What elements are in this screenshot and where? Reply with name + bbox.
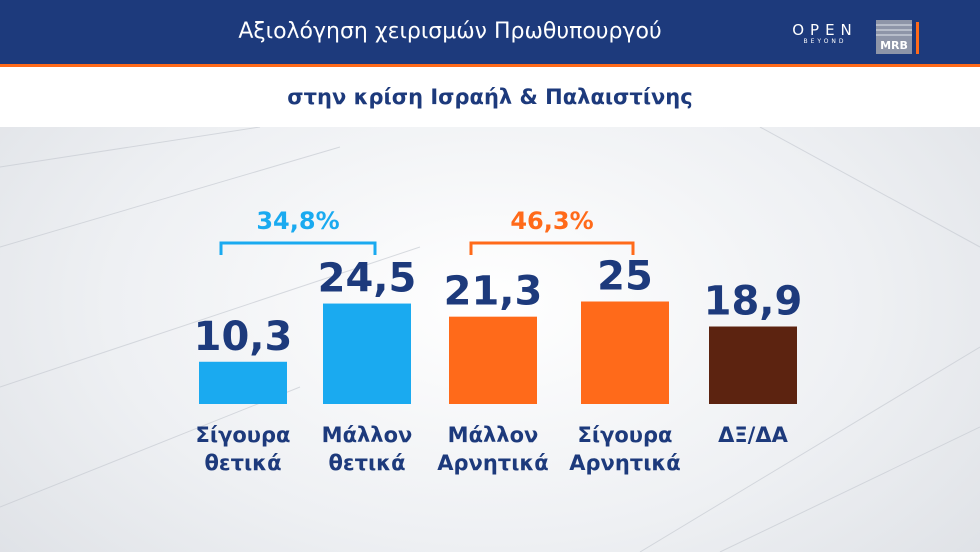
value-label-1: 24,5 xyxy=(318,256,417,302)
group-total-label-0: 34,8% xyxy=(256,207,339,235)
value-label-4: 18,9 xyxy=(704,279,803,325)
page-title: Αξιολόγηση χειρισμών Πρωθυπουργού xyxy=(238,19,662,44)
bar-0 xyxy=(199,361,287,404)
category-label-0-1: θετικά xyxy=(204,451,281,475)
value-label-0: 10,3 xyxy=(194,314,293,360)
category-label-3-0: Σίγουρα xyxy=(578,423,673,447)
mrb-logo: MRB xyxy=(876,20,912,54)
logo-open-subtext: BEYOND xyxy=(803,38,847,45)
category-label-2-1: Αρνητικά xyxy=(437,451,548,475)
group-bracket-1 xyxy=(469,241,635,255)
bar-4 xyxy=(709,326,797,404)
header-accent-line xyxy=(0,64,980,67)
open-beyond-logo: OPEN BEYOND xyxy=(790,22,860,46)
background-decoration xyxy=(0,127,980,552)
value-label-3: 25 xyxy=(597,254,653,300)
category-label-0-0: Σίγουρα xyxy=(196,423,291,447)
bar-1 xyxy=(323,303,411,404)
group-bracket-0 xyxy=(219,241,377,255)
header-bar: Αξιολόγηση χειρισμών Πρωθυπουργού OPEN B… xyxy=(0,0,980,64)
category-label-1-0: Μάλλον xyxy=(322,423,413,447)
category-label-4-0: ΔΞ/ΔΑ xyxy=(718,423,788,447)
bar-3 xyxy=(581,301,669,404)
page-subtitle: στην κρίση Ισραήλ & Παλαιστίνης xyxy=(287,85,693,109)
logo-mrb-text: MRB xyxy=(880,39,908,52)
category-label-3-1: Αρνητικά xyxy=(569,451,680,475)
category-label-2-0: Μάλλον xyxy=(448,423,539,447)
value-label-2: 21,3 xyxy=(444,269,543,315)
category-label-1-1: θετικά xyxy=(328,451,405,475)
group-total-label-1: 46,3% xyxy=(510,207,593,235)
subtitle-bar: στην κρίση Ισραήλ & Παλαιστίνης xyxy=(0,67,980,127)
bar-2 xyxy=(449,316,537,404)
logo-open-text: OPEN xyxy=(792,21,858,39)
logo-divider xyxy=(916,22,919,54)
